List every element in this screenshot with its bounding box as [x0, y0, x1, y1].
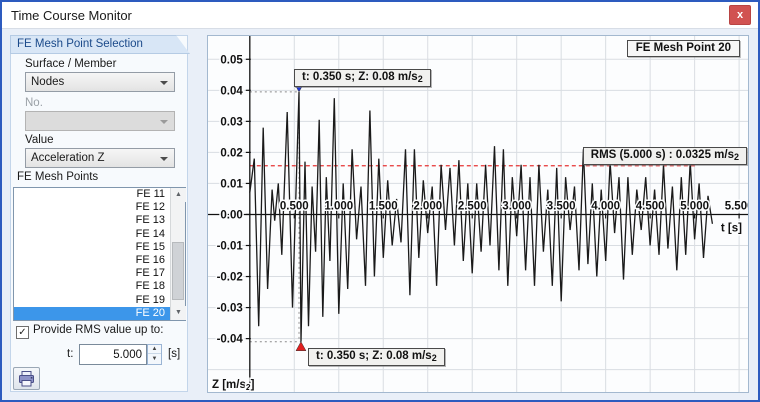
- list-item[interactable]: FE 18: [135, 280, 165, 293]
- group-header: FE Mesh Point Selection: [10, 35, 190, 54]
- t-label: t:: [67, 348, 74, 360]
- min-marker-annotation: t: 0.350 s; Z: 0.08 m/s2: [308, 348, 445, 366]
- svg-text:0.02: 0.02: [220, 147, 242, 159]
- title-bar: Time Course Monitor x: [2, 2, 758, 29]
- list-item[interactable]: FE 15: [135, 240, 165, 253]
- surface-member-label: Surface / Member: [25, 58, 117, 70]
- svg-text:-0.02: -0.02: [217, 272, 243, 284]
- rms-time-input[interactable]: [79, 344, 147, 365]
- scrollbar-thumb[interactable]: [172, 242, 184, 300]
- value-label: Value: [25, 134, 54, 146]
- stepper-down-button[interactable]: ▼: [148, 355, 161, 364]
- max-marker-annotation: t: 0.350 s; Z: 0.08 m/s2: [294, 69, 431, 87]
- list-item[interactable]: FE 12: [135, 201, 165, 214]
- rms-checkbox-label: Provide RMS value up to:: [33, 324, 164, 336]
- scrollbar-down-arrow[interactable]: ▼: [171, 306, 186, 320]
- no-select: [25, 111, 175, 131]
- list-item[interactable]: FE 14: [135, 227, 165, 240]
- list-item[interactable]: FE 11: [136, 188, 165, 200]
- chevron-down-icon: [160, 157, 168, 161]
- chevron-up-icon: ▲: [175, 191, 182, 198]
- svg-text:0.500: 0.500: [280, 200, 309, 212]
- rms-checkbox-row: ✓ Provide RMS value up to:: [16, 324, 163, 340]
- chevron-down-icon: ▼: [151, 356, 158, 362]
- chevron-down-icon: [160, 120, 168, 124]
- value-select[interactable]: Acceleration Z: [25, 148, 175, 168]
- svg-text:3.000: 3.000: [502, 200, 531, 212]
- chevron-down-icon: [160, 81, 168, 85]
- no-label: No.: [25, 97, 43, 109]
- list-item[interactable]: FE 19: [135, 293, 165, 306]
- rms-time-row: t: ▲ ▼ [s]: [11, 344, 187, 366]
- svg-text:0.05: 0.05: [220, 54, 243, 66]
- series-line: [249, 91, 714, 342]
- svg-text:0.01: 0.01: [220, 178, 243, 190]
- list-item[interactable]: FE 13: [135, 214, 165, 227]
- svg-text:1.000: 1.000: [324, 200, 353, 212]
- close-icon: x: [736, 9, 744, 21]
- svg-text:0.00: 0.00: [220, 209, 242, 221]
- svg-text:5.000: 5.000: [680, 200, 709, 212]
- chart-panel: 0.05 0.04 0.03 0.02 0.01 0.00 -0.01 -0.02 -0.03 -…: [207, 35, 755, 394]
- rms-annotation: RMS (5.000 s) : 0.0325 m/s2: [582, 147, 747, 165]
- t-unit-label: [s]: [168, 348, 181, 360]
- svg-text:-0.03: -0.03: [217, 303, 243, 315]
- min-marker-icon: [295, 341, 307, 351]
- rms-time-stepper: ▲ ▼: [147, 344, 162, 365]
- svg-text:-0.01: -0.01: [217, 241, 244, 253]
- chevron-up-icon: ▲: [151, 346, 158, 352]
- chart-svg: 0.05 0.04 0.03 0.02 0.01 0.00 -0.01 -0.02 -0.03 -…: [208, 36, 755, 394]
- series-title-badge: FE Mesh Point 20: [626, 40, 740, 57]
- fe-mesh-point-selection-group: FE Mesh Point Selection Surface / Member…: [10, 35, 188, 392]
- svg-text:4.000: 4.000: [591, 200, 620, 212]
- list-item[interactable]: FE 20: [14, 306, 170, 320]
- close-button[interactable]: x: [729, 5, 751, 25]
- surface-member-select[interactable]: Nodes: [25, 72, 175, 92]
- svg-text:t [s]: t [s]: [721, 222, 742, 234]
- chevron-down-icon: ▼: [175, 309, 182, 316]
- stepper-up-button[interactable]: ▲: [148, 345, 161, 354]
- window-title: Time Course Monitor: [11, 8, 132, 23]
- list-item[interactable]: FE 17: [135, 267, 165, 280]
- check-icon: ✓: [18, 327, 27, 338]
- list-item[interactable]: FE 16: [135, 253, 165, 266]
- fe-mesh-points-label: FE Mesh Points: [17, 171, 99, 183]
- fe-mesh-points-items: FE 11 FE 12 FE 13 FE 14 FE 15 FE 16 FE 17 FE 18…: [14, 188, 170, 320]
- svg-text:0.03: 0.03: [220, 116, 242, 128]
- list-scrollbar[interactable]: ▲ ▼: [170, 188, 186, 320]
- value-value: Acceleration Z: [31, 152, 105, 164]
- scrollbar-up-arrow[interactable]: ▲: [171, 188, 186, 202]
- svg-text:-0.04: -0.04: [217, 334, 244, 346]
- surface-member-value: Nodes: [31, 76, 65, 88]
- svg-text:5.500: 5.500: [725, 200, 748, 212]
- svg-text:3.500: 3.500: [547, 200, 576, 212]
- svg-text:2.000: 2.000: [413, 200, 442, 212]
- print-button[interactable]: [13, 367, 40, 390]
- svg-text:Z [m/s2]: Z [m/s2]: [212, 379, 255, 392]
- svg-text:2.500: 2.500: [458, 200, 487, 212]
- printer-icon: [19, 371, 34, 387]
- svg-text:4.500: 4.500: [636, 200, 665, 212]
- fe-mesh-points-list: FE 11 FE 12 FE 13 FE 14 FE 15 FE 16 FE 17 FE 18…: [13, 187, 186, 321]
- svg-text:1.500: 1.500: [369, 200, 398, 212]
- svg-text:0.04: 0.04: [220, 85, 243, 97]
- rms-checkbox[interactable]: ✓: [16, 326, 29, 339]
- time-course-chart: 0.05 0.04 0.03 0.02 0.01 0.00 -0.01 -0.02 -0.03 -…: [208, 36, 755, 394]
